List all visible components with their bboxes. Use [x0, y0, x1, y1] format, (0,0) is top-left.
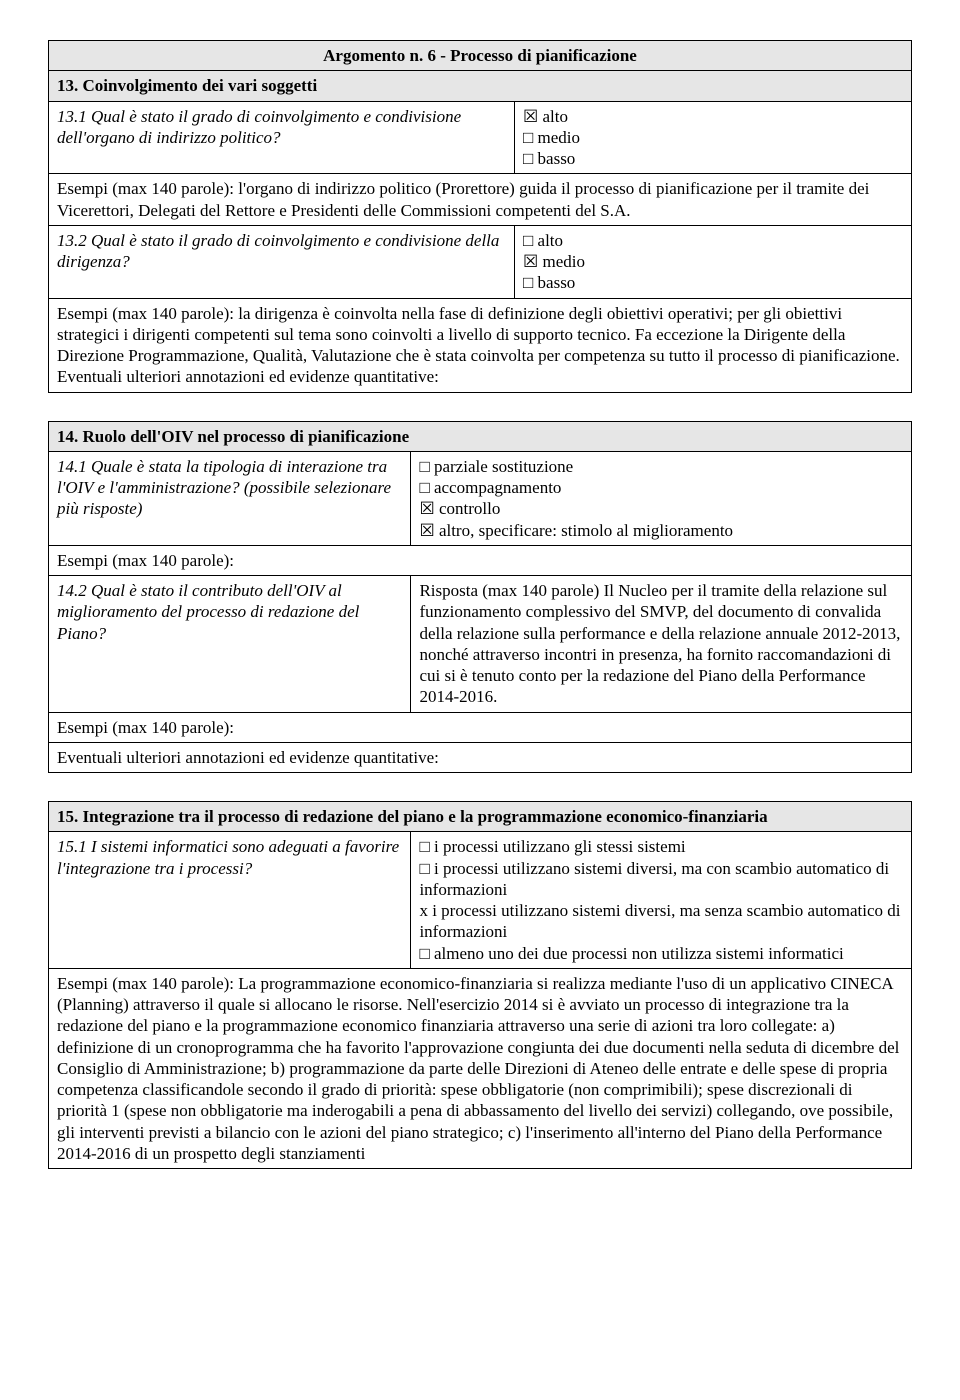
section-13-title: 13. Coinvolgimento dei vari soggetti: [49, 71, 912, 101]
q14-1-example: Esempi (max 140 parole):: [49, 545, 912, 575]
argomento-header: Argomento n. 6 - Processo di pianificazi…: [49, 41, 912, 71]
q14-1: 14.1 Quale è stata la tipologia di inter…: [49, 451, 411, 545]
q14-2-answer: Risposta (max 140 parole) Il Nucleo per …: [411, 576, 912, 713]
q15-1-example: Esempi (max 140 parole): La programmazio…: [49, 968, 912, 1168]
q13-2: 13.2 Qual è stato il grado di coinvolgim…: [49, 225, 515, 298]
q15-1: 15.1 I sistemi informatici sono adeguati…: [49, 832, 411, 969]
table-15: 15. Integrazione tra il processo di reda…: [48, 801, 912, 1169]
q13-1-example: Esempi (max 140 parole): l'organo di ind…: [49, 174, 912, 226]
q14-notes: Eventuali ulteriori annotazioni ed evide…: [49, 742, 912, 772]
q14-2: 14.2 Qual è stato il contributo dell'OIV…: [49, 576, 411, 713]
q13-1-options: ☒ alto □ medio □ basso: [515, 101, 912, 174]
q14-2-example: Esempi (max 140 parole):: [49, 712, 912, 742]
q13-2-options: □ alto ☒ medio □ basso: [515, 225, 912, 298]
q13-2-example: Esempi (max 140 parole): la dirigenza è …: [49, 298, 912, 392]
q13-1: 13.1 Qual è stato il grado di coinvolgim…: [49, 101, 515, 174]
q15-1-options: □ i processi utilizzano gli stessi siste…: [411, 832, 912, 969]
section-15-title: 15. Integrazione tra il processo di reda…: [49, 802, 912, 832]
section-14-title: 14. Ruolo dell'OIV nel processo di piani…: [49, 421, 912, 451]
q14-1-options: □ parziale sostituzione □ accompagnament…: [411, 451, 912, 545]
table-13: Argomento n. 6 - Processo di pianificazi…: [48, 40, 912, 393]
table-14: 14. Ruolo dell'OIV nel processo di piani…: [48, 421, 912, 774]
